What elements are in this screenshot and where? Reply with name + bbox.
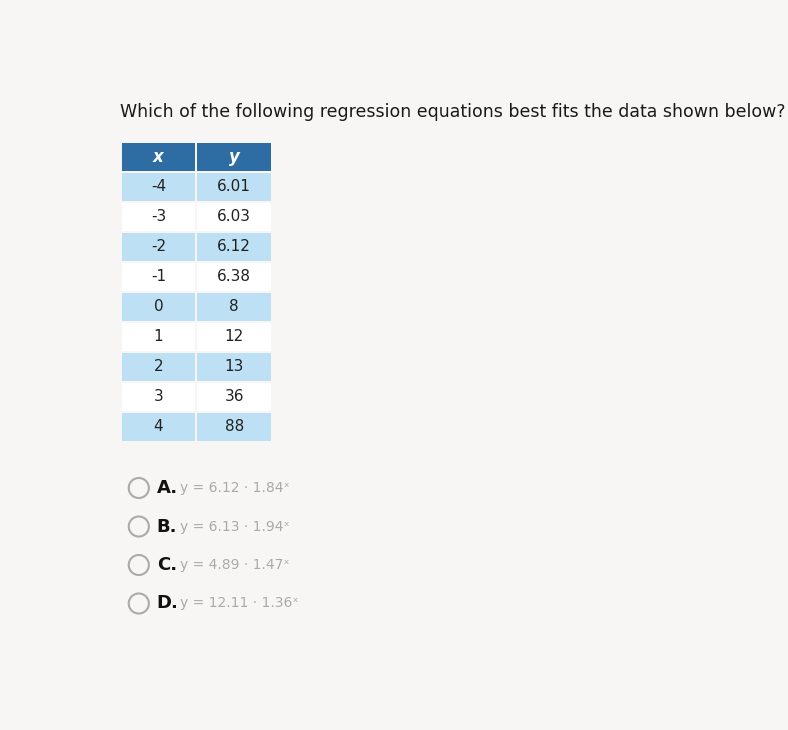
- FancyBboxPatch shape: [197, 233, 271, 261]
- FancyBboxPatch shape: [122, 323, 195, 351]
- Text: 36: 36: [225, 389, 243, 404]
- FancyBboxPatch shape: [197, 413, 271, 441]
- Text: -3: -3: [151, 210, 166, 224]
- FancyBboxPatch shape: [122, 263, 195, 291]
- Text: 6.12: 6.12: [217, 239, 251, 254]
- Text: y = 12.11 · 1.36ˣ: y = 12.11 · 1.36ˣ: [180, 596, 299, 610]
- FancyBboxPatch shape: [197, 383, 271, 411]
- Text: -1: -1: [151, 269, 166, 284]
- Text: 88: 88: [225, 420, 243, 434]
- FancyBboxPatch shape: [197, 323, 271, 351]
- Text: 12: 12: [225, 329, 243, 345]
- FancyBboxPatch shape: [122, 203, 195, 231]
- Text: C.: C.: [157, 556, 177, 574]
- Text: y: y: [229, 148, 240, 166]
- FancyBboxPatch shape: [122, 383, 195, 411]
- Text: 0: 0: [154, 299, 163, 315]
- Text: -2: -2: [151, 239, 166, 254]
- Text: x: x: [153, 148, 164, 166]
- Text: 6.38: 6.38: [217, 269, 251, 284]
- Text: y = 6.13 · 1.94ˣ: y = 6.13 · 1.94ˣ: [180, 520, 289, 534]
- Text: B.: B.: [157, 518, 177, 536]
- Text: 1: 1: [154, 329, 163, 345]
- Text: 13: 13: [225, 359, 243, 374]
- FancyBboxPatch shape: [122, 143, 195, 171]
- Text: D.: D.: [157, 594, 179, 612]
- Text: 6.03: 6.03: [217, 210, 251, 224]
- Text: 8: 8: [229, 299, 239, 315]
- Text: Which of the following regression equations best fits the data shown below?: Which of the following regression equati…: [121, 103, 786, 121]
- Text: 2: 2: [154, 359, 163, 374]
- Text: A.: A.: [157, 479, 178, 497]
- FancyBboxPatch shape: [197, 143, 271, 171]
- FancyBboxPatch shape: [122, 233, 195, 261]
- FancyBboxPatch shape: [122, 413, 195, 441]
- FancyBboxPatch shape: [197, 263, 271, 291]
- Text: y = 4.89 · 1.47ˣ: y = 4.89 · 1.47ˣ: [180, 558, 289, 572]
- Text: 3: 3: [154, 389, 163, 404]
- FancyBboxPatch shape: [197, 353, 271, 381]
- Text: -4: -4: [151, 180, 166, 194]
- Text: y = 6.12 · 1.84ˣ: y = 6.12 · 1.84ˣ: [180, 481, 289, 495]
- FancyBboxPatch shape: [197, 293, 271, 321]
- FancyBboxPatch shape: [122, 353, 195, 381]
- Text: 6.01: 6.01: [217, 180, 251, 194]
- FancyBboxPatch shape: [197, 203, 271, 231]
- Text: 4: 4: [154, 420, 163, 434]
- FancyBboxPatch shape: [122, 293, 195, 321]
- FancyBboxPatch shape: [122, 173, 195, 201]
- FancyBboxPatch shape: [197, 173, 271, 201]
